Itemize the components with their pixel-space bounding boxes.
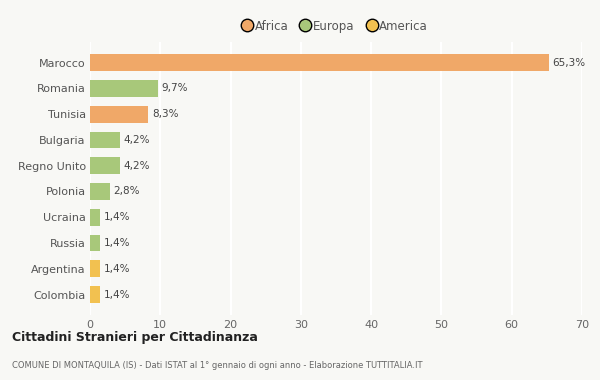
Bar bbox=[90, 106, 148, 122]
Bar bbox=[90, 54, 549, 71]
Text: 1,4%: 1,4% bbox=[103, 238, 130, 248]
Bar bbox=[90, 235, 100, 252]
Text: 1,4%: 1,4% bbox=[103, 264, 130, 274]
Bar bbox=[90, 157, 119, 174]
Text: 1,4%: 1,4% bbox=[103, 290, 130, 299]
Text: Cittadini Stranieri per Cittadinanza: Cittadini Stranieri per Cittadinanza bbox=[12, 331, 258, 344]
Text: 4,2%: 4,2% bbox=[123, 135, 149, 145]
Legend: Africa, Europa, America: Africa, Europa, America bbox=[239, 15, 433, 37]
Bar bbox=[90, 260, 100, 277]
Bar bbox=[90, 286, 100, 303]
Text: 9,7%: 9,7% bbox=[161, 83, 188, 93]
Text: 4,2%: 4,2% bbox=[123, 161, 149, 171]
Text: 8,3%: 8,3% bbox=[152, 109, 178, 119]
Text: 65,3%: 65,3% bbox=[553, 58, 586, 68]
Bar bbox=[90, 80, 158, 97]
Bar bbox=[90, 183, 110, 200]
Bar bbox=[90, 131, 119, 148]
Text: 2,8%: 2,8% bbox=[113, 187, 140, 196]
Bar bbox=[90, 209, 100, 226]
Text: 1,4%: 1,4% bbox=[103, 212, 130, 222]
Text: COMUNE DI MONTAQUILA (IS) - Dati ISTAT al 1° gennaio di ogni anno - Elaborazione: COMUNE DI MONTAQUILA (IS) - Dati ISTAT a… bbox=[12, 361, 422, 370]
